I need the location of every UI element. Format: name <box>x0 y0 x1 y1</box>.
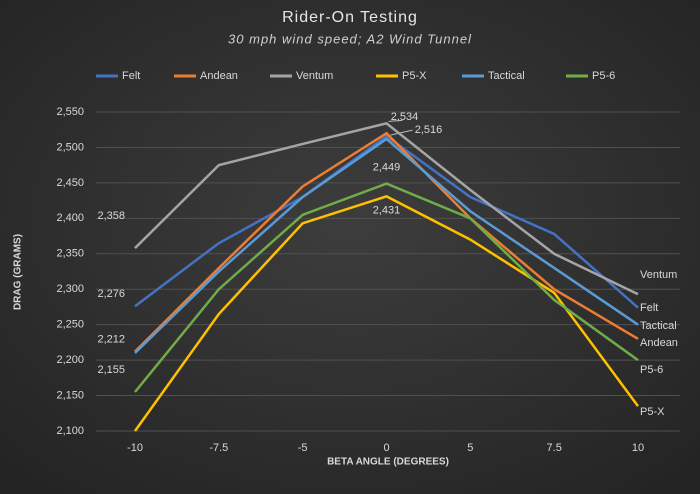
series-end-label: Felt <box>640 302 658 314</box>
legend-label: P5-X <box>402 70 427 82</box>
legend-label: Ventum <box>296 70 333 82</box>
y-axis-title: DRAG (GRAMS) <box>13 234 24 310</box>
legend-label: Tactical <box>488 70 525 82</box>
x-axis-title: BETA ANGLE (DEGREES) <box>327 457 449 468</box>
series-end-label: Andean <box>640 337 678 349</box>
data-label: 2,534 <box>391 111 419 123</box>
series-end-label: P5-X <box>640 406 665 418</box>
data-label: 2,431 <box>373 204 401 216</box>
leader-line <box>390 129 413 136</box>
y-tick-label: 2,250 <box>56 319 84 331</box>
legend-label: Felt <box>122 70 140 82</box>
labels: Felt Andean Ventum P5-X Tactical P5-6 2,276 2,5… <box>96 70 678 418</box>
series-line <box>134 121 639 296</box>
y-tick-label: 2,450 <box>56 177 84 189</box>
data-label: 2,358 <box>97 210 125 222</box>
y-tick-label: 2,300 <box>56 283 84 295</box>
legend-label: P5-6 <box>592 70 615 82</box>
lines <box>133 119 640 432</box>
x-tick-label: -7.5 <box>209 442 228 454</box>
y-tick-label: 2,550 <box>56 106 84 118</box>
data-label: 2,516 <box>415 124 443 136</box>
y-tick-label: 2,350 <box>56 248 84 260</box>
x-tick-label: -10 <box>127 442 143 454</box>
series-line <box>134 131 639 353</box>
leader-line <box>388 119 403 122</box>
x-tick-label: 0 <box>383 442 389 454</box>
series-end-label: Ventum <box>640 269 677 281</box>
chart-title: Rider-On Testing <box>282 9 418 26</box>
series-line <box>133 195 640 432</box>
x-tick-label: 5 <box>467 442 473 454</box>
data-label: 2,212 <box>97 334 125 346</box>
series-line <box>134 134 639 309</box>
y-tick-label: 2,200 <box>56 354 84 366</box>
legend-label: Andean <box>200 70 238 82</box>
x-tick-label: -5 <box>298 442 308 454</box>
grid: 2,100 2,150 2,200 2,250 2,300 2,350 2,400 2,450… <box>56 106 680 454</box>
series-line <box>134 137 639 354</box>
y-tick-label: 2,500 <box>56 141 84 153</box>
series-end-label: P5-6 <box>640 364 663 376</box>
series-end-label: Tactical <box>640 320 677 332</box>
x-tick-label: 10 <box>632 442 644 454</box>
data-label: 2,449 <box>373 162 401 174</box>
y-tick-label: 2,150 <box>56 389 84 401</box>
x-tick-label: 7.5 <box>547 442 562 454</box>
y-tick-label: 2,400 <box>56 212 84 224</box>
data-label: 2,276 <box>97 288 125 300</box>
series-line <box>134 182 639 393</box>
y-tick-label: 2,100 <box>56 425 84 437</box>
chart-subtitle: 30 mph wind speed; A2 Wind Tunnel <box>228 31 472 46</box>
data-label: 2,155 <box>97 364 125 376</box>
